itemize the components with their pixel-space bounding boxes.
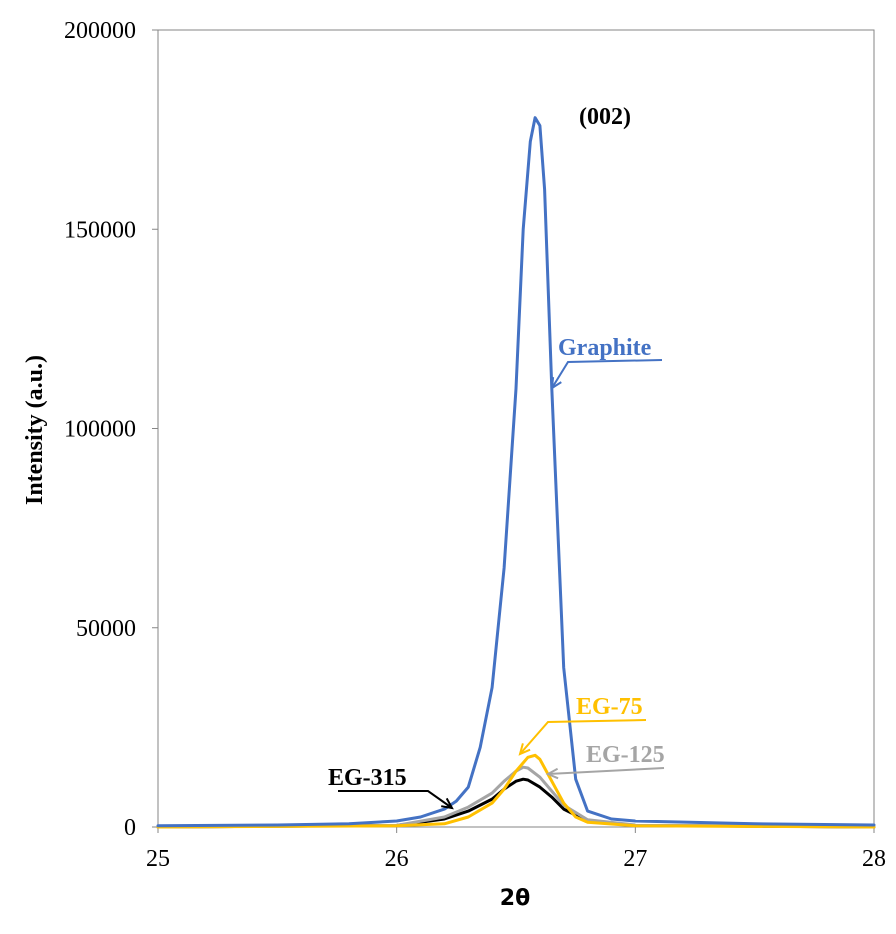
arrow-head-graphite <box>550 376 562 390</box>
series-line-graphite <box>156 116 876 828</box>
series-label-graphite: Graphite <box>558 335 652 361</box>
series-line-eg-75 <box>156 753 876 829</box>
leader-line-eg-315 <box>338 790 453 809</box>
arrow-head-eg-315 <box>441 797 454 810</box>
series-line-eg-315 <box>156 777 876 829</box>
x-tick-label: 25 <box>146 846 170 872</box>
peak-label: (002) <box>579 104 631 130</box>
y-tick-label: 0 <box>124 815 136 841</box>
leader-line-graphite <box>551 359 663 389</box>
y-axis-label: Intensity (a.u.) <box>22 355 48 505</box>
x-tick-label: 26 <box>385 846 409 872</box>
arrow-head-eg-75 <box>518 743 531 756</box>
series-label-eg-125: EG-125 <box>586 742 665 768</box>
y-tick-label: 100000 <box>64 417 136 443</box>
y-tick-label: 150000 <box>64 217 136 243</box>
x-axis-label: 2θ <box>500 886 530 911</box>
leader-line-eg-75 <box>519 719 647 755</box>
series-label-eg-75: EG-75 <box>576 694 643 720</box>
y-tick-label: 200000 <box>64 18 136 44</box>
arrow-head-eg-125 <box>545 767 559 780</box>
plot-area <box>157 29 875 828</box>
series-label-eg-315: EG-315 <box>328 765 407 791</box>
x-tick-label: 27 <box>623 846 647 872</box>
y-tick-label: 50000 <box>76 616 136 642</box>
x-tick-label: 28 <box>862 846 886 872</box>
leader-line-eg-125 <box>547 767 665 775</box>
series-line-eg-125 <box>156 765 876 829</box>
